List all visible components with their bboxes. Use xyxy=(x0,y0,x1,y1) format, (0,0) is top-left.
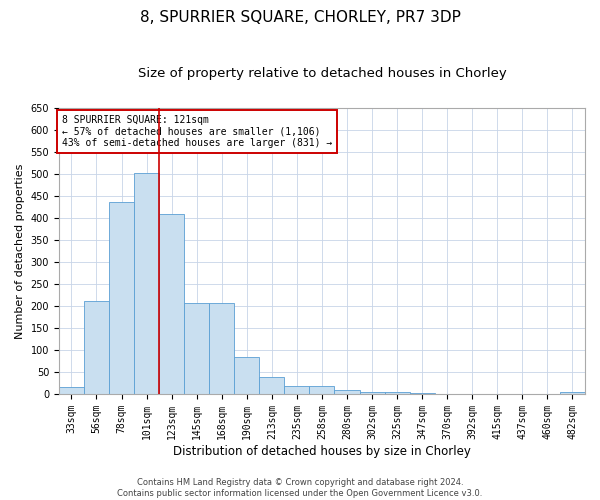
Bar xyxy=(359,392,385,394)
Bar xyxy=(234,356,259,394)
Bar xyxy=(385,392,410,394)
Bar xyxy=(410,392,434,394)
Bar xyxy=(109,202,134,394)
Bar xyxy=(560,392,585,394)
Bar xyxy=(184,303,209,394)
Y-axis label: Number of detached properties: Number of detached properties xyxy=(15,164,25,338)
X-axis label: Distribution of detached houses by size in Chorley: Distribution of detached houses by size … xyxy=(173,444,471,458)
Bar xyxy=(159,214,184,394)
Bar xyxy=(310,386,334,394)
Bar xyxy=(59,388,84,394)
Bar xyxy=(284,386,310,394)
Bar xyxy=(134,172,159,394)
Text: 8, SPURRIER SQUARE, CHORLEY, PR7 3DP: 8, SPURRIER SQUARE, CHORLEY, PR7 3DP xyxy=(140,10,460,25)
Bar xyxy=(209,303,234,394)
Text: Contains HM Land Registry data © Crown copyright and database right 2024.
Contai: Contains HM Land Registry data © Crown c… xyxy=(118,478,482,498)
Bar xyxy=(334,390,359,394)
Title: Size of property relative to detached houses in Chorley: Size of property relative to detached ho… xyxy=(137,68,506,80)
Bar xyxy=(259,378,284,394)
Text: 8 SPURRIER SQUARE: 121sqm
← 57% of detached houses are smaller (1,106)
43% of se: 8 SPURRIER SQUARE: 121sqm ← 57% of detac… xyxy=(62,115,332,148)
Bar xyxy=(84,300,109,394)
